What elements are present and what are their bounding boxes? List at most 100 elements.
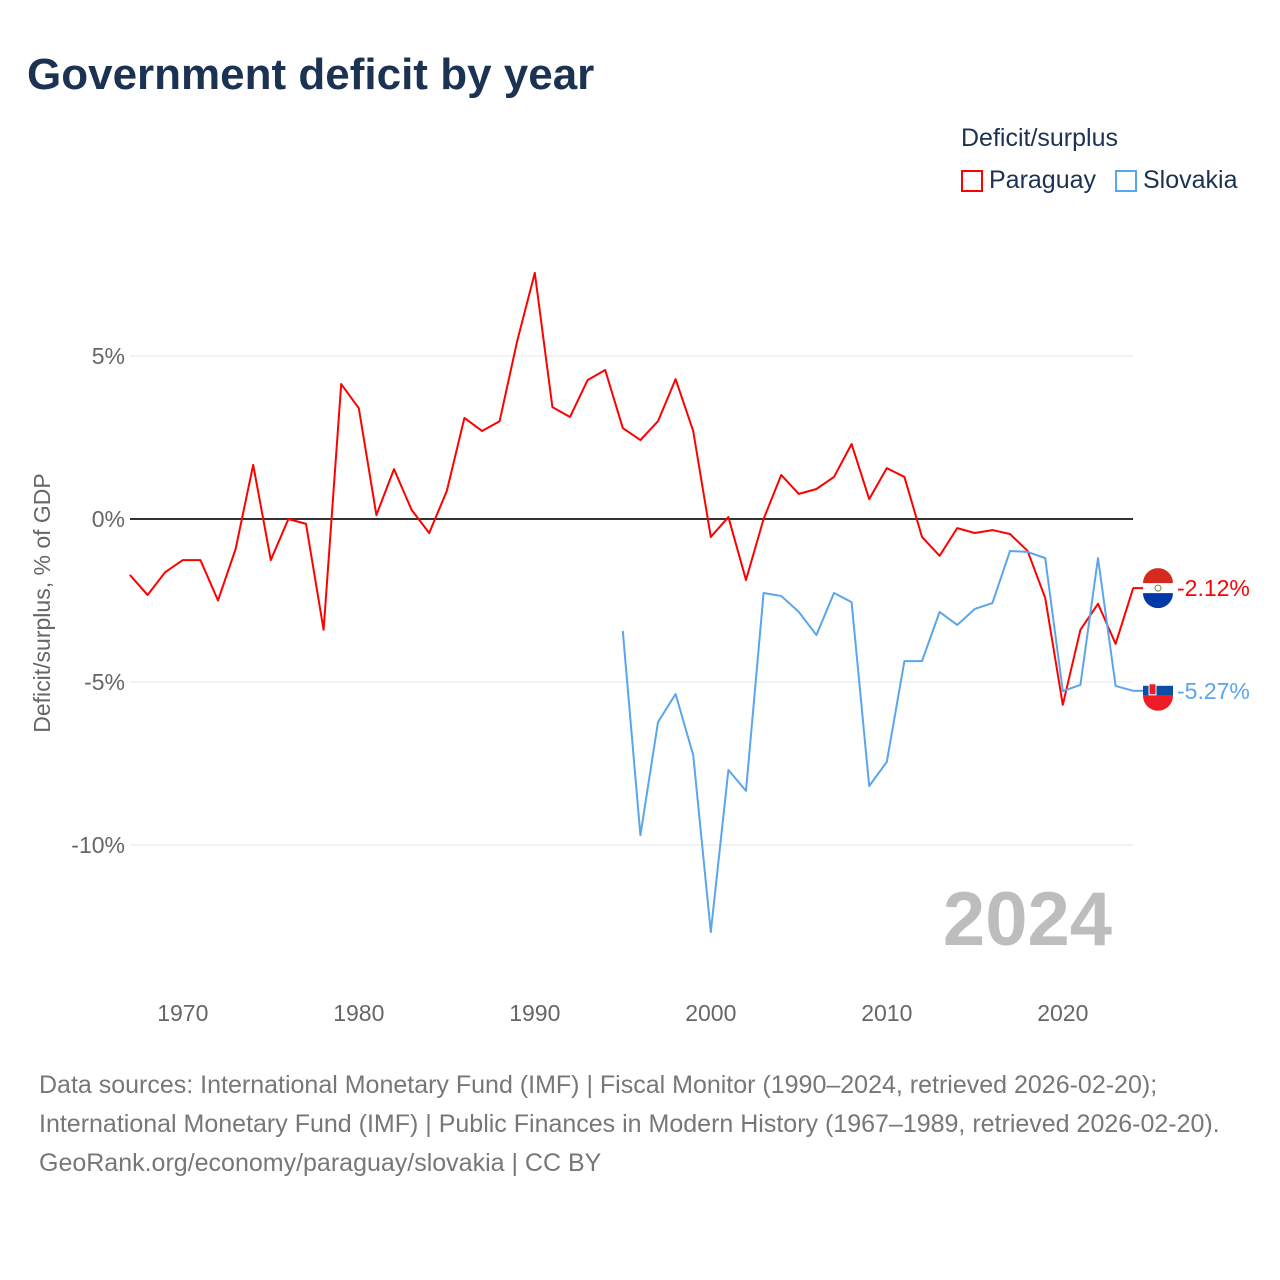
source-note: Data sources: International Monetary Fun… <box>39 1066 1239 1183</box>
year-watermark: 2024 <box>943 877 1112 962</box>
data-point <box>903 476 905 478</box>
legend-title: Deficit/surplus <box>961 124 1118 152</box>
data-point <box>604 369 606 371</box>
data-point <box>939 555 941 557</box>
data-point <box>375 514 377 516</box>
data-point <box>147 594 149 596</box>
data-point <box>463 417 465 419</box>
data-point <box>798 611 800 613</box>
data-point <box>868 498 870 500</box>
data-point <box>411 509 413 511</box>
data-point <box>199 559 201 561</box>
data-point <box>868 785 870 787</box>
data-point <box>534 272 536 274</box>
page-title: Government deficit by year <box>27 50 595 99</box>
data-point <box>622 427 624 429</box>
data-point <box>551 406 553 408</box>
series-line-paraguay <box>129 271 1135 706</box>
flag-coat-of-arms <box>1148 683 1157 696</box>
data-point <box>569 416 571 418</box>
end-value-label: -2.12% <box>1177 575 1250 601</box>
flag-blue-stripe <box>1143 685 1173 696</box>
legend-item-paraguay[interactable]: Paraguay <box>961 166 1096 195</box>
data-point <box>1027 551 1029 553</box>
y-tick-label: -5% <box>84 669 125 695</box>
data-point <box>745 579 747 581</box>
data-point <box>235 548 237 550</box>
data-point <box>657 420 659 422</box>
data-point <box>1079 629 1081 631</box>
data-point <box>692 754 694 756</box>
source-link[interactable]: GeoRank.org/economy/paraguay/slovakia | … <box>39 1149 602 1177</box>
data-point <box>1097 603 1099 605</box>
data-point <box>129 574 131 576</box>
data-point <box>622 630 624 632</box>
data-point <box>657 721 659 723</box>
y-tick-label: 5% <box>92 343 125 369</box>
flag-blue-stripe <box>1143 593 1173 609</box>
legend-label: Slovakia <box>1143 166 1238 194</box>
data-point <box>675 693 677 695</box>
data-point <box>727 769 729 771</box>
data-point <box>815 634 817 636</box>
data-point <box>252 464 254 466</box>
data-point <box>287 518 289 520</box>
legend-item-slovakia[interactable]: Slovakia <box>1115 166 1238 195</box>
data-point <box>164 571 166 573</box>
data-point <box>1062 704 1064 706</box>
data-point <box>974 608 976 610</box>
flag-red-stripe <box>1143 695 1173 711</box>
data-point <box>956 624 958 626</box>
data-point <box>991 602 993 604</box>
data-point <box>780 474 782 476</box>
data-point <box>903 660 905 662</box>
data-point <box>956 527 958 529</box>
data-point <box>516 340 518 342</box>
data-point <box>763 518 765 520</box>
data-point <box>446 490 448 492</box>
data-point <box>921 536 923 538</box>
data-point <box>851 601 853 603</box>
legend-swatch <box>961 169 983 192</box>
data-point <box>974 532 976 534</box>
data-point <box>1062 690 1064 692</box>
y-tick-label: -10% <box>71 832 125 858</box>
data-point <box>1009 533 1011 535</box>
data-point <box>675 378 677 380</box>
data-point <box>815 488 817 490</box>
data-point <box>886 761 888 763</box>
data-point <box>833 592 835 594</box>
data-point <box>780 595 782 597</box>
data-point <box>798 493 800 495</box>
legend-label: Paraguay <box>989 166 1097 194</box>
data-point <box>710 931 712 933</box>
data-point <box>921 660 923 662</box>
data-point <box>851 443 853 445</box>
flag-emblem <box>1154 584 1162 592</box>
data-point <box>1079 684 1081 686</box>
data-point <box>639 834 641 836</box>
x-tick-label: 1970 <box>157 1000 208 1026</box>
data-point <box>710 536 712 538</box>
data-point <box>639 439 641 441</box>
data-point <box>763 592 765 594</box>
source-text: Data sources: International Monetary Fun… <box>39 1071 1220 1138</box>
data-point <box>481 430 483 432</box>
series-line-slovakia <box>621 549 1134 934</box>
data-point <box>358 407 360 409</box>
data-point <box>1097 557 1099 559</box>
flag-red-stripe <box>1143 568 1173 584</box>
data-point <box>587 379 589 381</box>
data-point <box>428 532 430 534</box>
x-tick-label: 1980 <box>333 1000 384 1026</box>
data-point <box>886 467 888 469</box>
end-value-label: -5.27% <box>1177 678 1250 704</box>
data-point <box>745 790 747 792</box>
data-point <box>182 559 184 561</box>
data-point <box>1044 597 1046 599</box>
y-tick-label: 0% <box>92 506 125 532</box>
data-point <box>1009 550 1011 552</box>
x-tick-label: 2000 <box>685 1000 736 1026</box>
